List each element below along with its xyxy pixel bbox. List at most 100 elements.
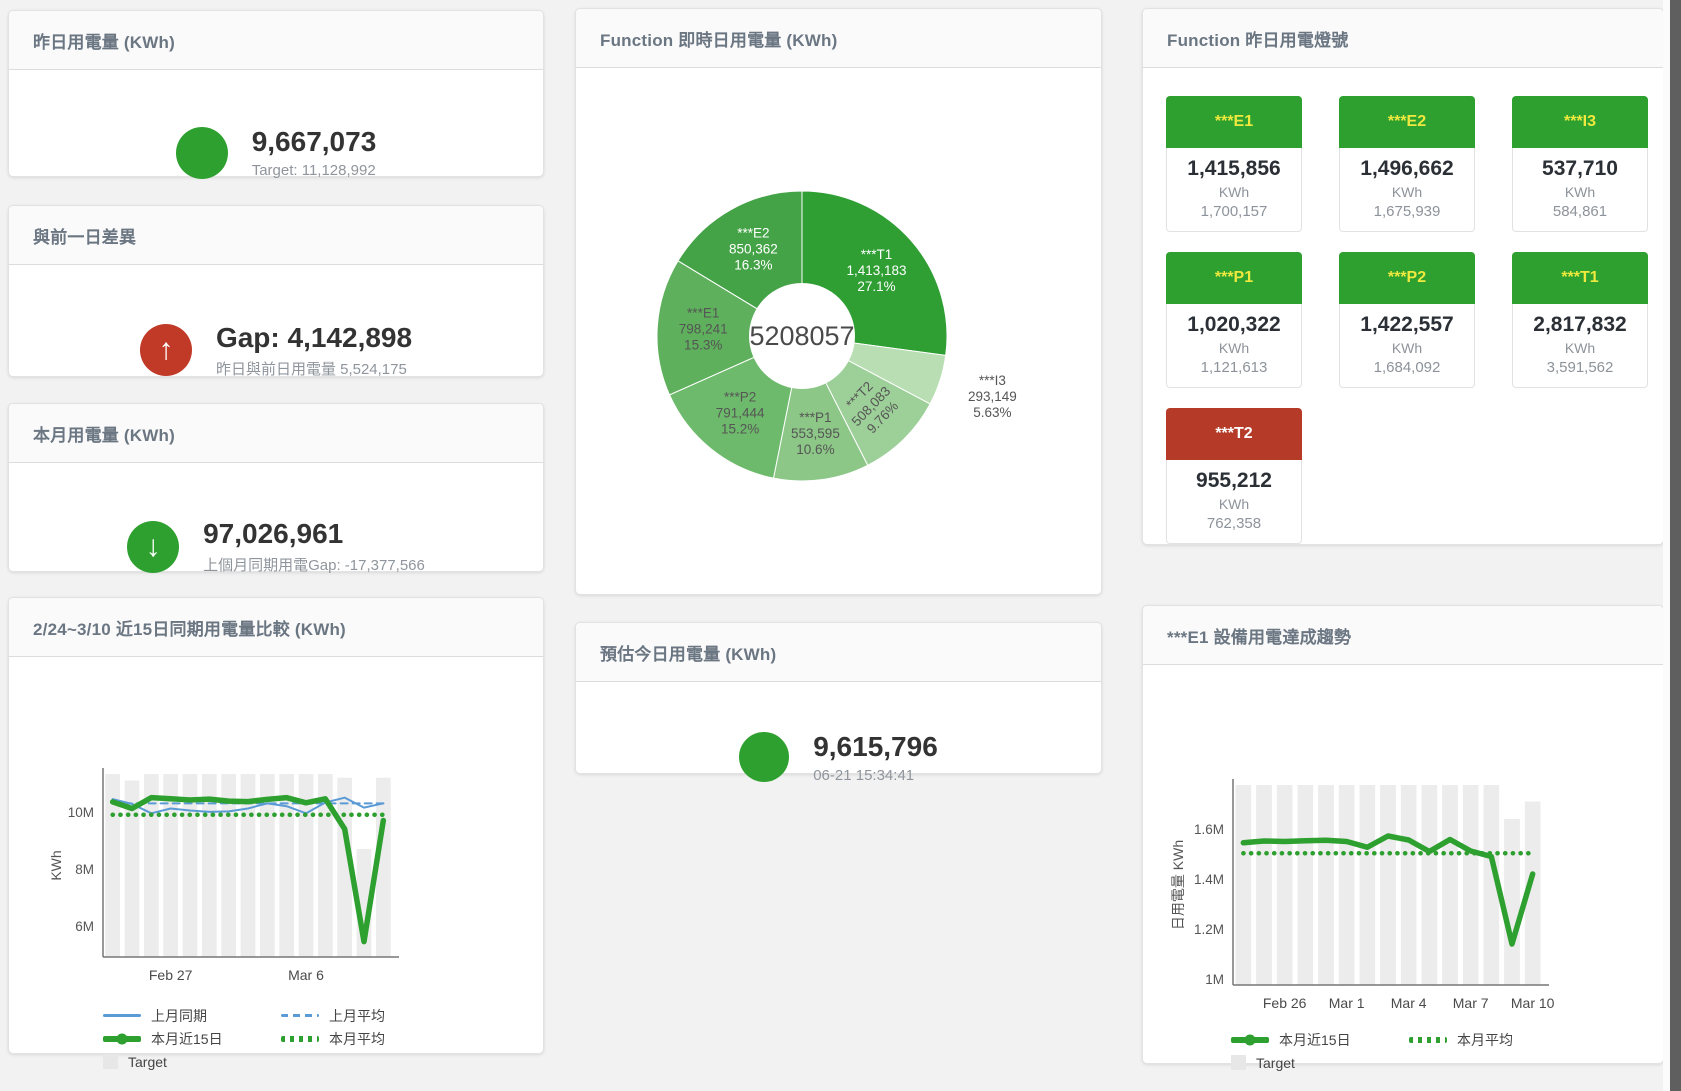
card-day-gap: 與前一日差異 ↑ Gap: 4,142,898 昨日與前日用電量 5,524,1…	[8, 205, 544, 378]
tile-unit: KWh	[1218, 340, 1250, 356]
target-bar	[279, 774, 295, 957]
svg-text:***E1: ***E1	[687, 306, 719, 321]
tile-value: 955,212	[1196, 469, 1272, 492]
target-bar	[105, 774, 121, 957]
card-status-lights: Function 昨日用電燈號 ***E1 1,415,856 KWh 1,700,1…	[1142, 8, 1664, 545]
target-bar	[1338, 785, 1355, 985]
y-axis-label: 日用電量 KWh	[1170, 840, 1186, 930]
svg-text:553,595: 553,595	[791, 426, 840, 441]
card-title: 與前一日差異	[33, 227, 137, 247]
realtime-donut-chart[interactable]: ***T1 1,413,183 27.1% ***I3 293,149 5.63% ***T…	[576, 68, 1101, 573]
card-title: Function 即時日用電量 (KWh)	[600, 30, 838, 50]
card-month-usage: 本月用電量 (KWh) ↓ 97,026,961 上個月同期用電Gap: -17…	[8, 403, 544, 574]
tile-label: ***T1	[1512, 252, 1648, 304]
svg-text:15.3%: 15.3%	[684, 338, 722, 353]
target-bar	[1235, 785, 1252, 985]
y-tick: 6M	[75, 919, 94, 934]
tile-value: 1,496,662	[1360, 157, 1454, 180]
compare-chart: 6M 8M 10M Feb 27 Mar 6 KWh	[48, 768, 399, 983]
status-circle-icon	[739, 732, 790, 782]
legend-item[interactable]: 本月平均	[1409, 1028, 1587, 1051]
kpi-body: ↓ 97,026,961 上個月同期用電Gap: -17,377,566	[9, 463, 543, 630]
tile-body: 1,415,856 KWh 1,700,157	[1166, 148, 1302, 232]
kpi-body: ↑ Gap: 4,142,898 昨日與前日用電量 5,524,175	[9, 265, 543, 435]
x-tick: Mar 1	[1329, 995, 1365, 1011]
card-today-estimate: 預估今日用電量 (KWh) 9,615,796 06-21 15:34:41	[575, 622, 1102, 784]
tile-value: 2,817,832	[1533, 313, 1627, 336]
legend-label: Target	[128, 1053, 167, 1070]
status-tile[interactable]: ***P2 1,422,557 KWh 1,684,092	[1339, 252, 1475, 388]
svg-text:***P2: ***P2	[724, 389, 756, 404]
target-bar	[1359, 785, 1376, 985]
card-e1-trend-chart: ***E1 設備用電達成趨勢 1M 1.2M 1.4M 1.6M Feb 26 Mar 1…	[1142, 605, 1664, 1071]
tile-body: 1,020,322 KWh 1,121,613	[1166, 304, 1302, 388]
donut-center-total: 5208057	[749, 321, 854, 351]
target-bar	[1462, 785, 1479, 985]
legend-label: 上月同期	[151, 1007, 207, 1024]
status-tile[interactable]: ***T2 955,212 KWh 762,358	[1166, 408, 1302, 544]
status-tile-grid: ***E1 1,415,856 KWh 1,700,157 ***E2 1,496,662…	[1166, 96, 1663, 544]
tile-unit: KWh	[1564, 340, 1596, 356]
tile-unit: KWh	[1218, 184, 1250, 200]
tiles-body: ***E1 1,415,856 KWh 1,700,157 ***E2 1,496,662…	[1143, 96, 1663, 572]
series-line	[111, 796, 385, 815]
status-tile[interactable]: ***E2 1,496,662 KWh 1,675,939	[1339, 96, 1475, 232]
card-yesterday-usage: 昨日用電量 (KWh) 9,667,073 Target: 11,128,992	[8, 10, 544, 179]
kpi-subtitle: Target: 11,128,992	[251, 162, 376, 179]
card-title: 預估今日用電量 (KWh)	[600, 644, 777, 664]
card-header: Function 昨日用電燈號	[1143, 9, 1663, 68]
donut-slice[interactable]	[656, 260, 804, 396]
svg-text:15.2%: 15.2%	[721, 421, 759, 436]
legend-item[interactable]: 本月平均	[281, 1027, 459, 1050]
status-tile[interactable]: ***E1 1,415,856 KWh 1,700,157	[1166, 96, 1302, 232]
y-axis-label: KWh	[48, 850, 64, 880]
scrollbar-track[interactable]	[1663, 0, 1681, 1091]
compare-chart[interactable]: 6M 8M 10M Feb 27 Mar 6 KWh	[9, 657, 543, 998]
kpi-body: 9,615,796 06-21 15:34:41	[576, 682, 1101, 832]
legend-item[interactable]: Target	[103, 1050, 281, 1073]
y-tick: 1.6M	[1194, 822, 1224, 837]
status-circle-icon	[175, 126, 228, 179]
target-bar	[182, 774, 198, 957]
chart-body: 6M 8M 10M Feb 27 Mar 6 KWh 上月同期 上月平均本月近15日 本月平均…	[9, 657, 543, 1070]
legend-label: 本月平均	[329, 1030, 385, 1047]
target-bar	[1442, 785, 1458, 985]
target-bar	[201, 774, 217, 957]
legend-item[interactable]: 本月近15日	[103, 1027, 281, 1050]
compare-legend: 上月同期 上月平均本月近15日 本月平均 Target	[103, 1004, 493, 1073]
svg-text:850,362: 850,362	[729, 242, 778, 257]
x-tick: Mar 10	[1511, 995, 1555, 1011]
status-tile[interactable]: ***P1 1,020,322 KWh 1,121,613	[1166, 252, 1302, 388]
svg-text:16.3%: 16.3%	[734, 258, 772, 273]
legend-label: 本月近15日	[151, 1030, 223, 1047]
svg-text:791,444: 791,444	[716, 405, 765, 420]
target-bar	[1297, 785, 1314, 985]
target-bar	[1524, 801, 1541, 985]
legend-item[interactable]: 本月近15日	[1231, 1028, 1409, 1051]
tile-target-value: 584,861	[1552, 203, 1608, 220]
scrollbar-thumb[interactable]	[1670, 0, 1681, 1091]
e1-trend-chart[interactable]: 1M 1.2M 1.4M 1.6M Feb 26 Mar 1 Mar 4 Mar 7 Mar 1…	[1143, 665, 1663, 1022]
card-header: Function 即時日用電量 (KWh)	[576, 9, 1101, 68]
target-bar	[124, 780, 140, 957]
legend-square-icon	[103, 1054, 118, 1069]
legend-item[interactable]: 上月同期	[103, 1004, 281, 1027]
card-title: 2/24~3/10 近15日同期用電量比較 (KWh)	[33, 619, 346, 639]
tile-target-value: 1,121,613	[1200, 359, 1268, 376]
target-bar	[1421, 785, 1438, 985]
tile-label: ***P2	[1339, 252, 1475, 304]
legend-item[interactable]: 上月平均	[281, 1004, 459, 1027]
tile-target-value: 1,700,157	[1200, 203, 1268, 220]
target-bar	[1380, 785, 1396, 985]
status-tile[interactable]: ***T1 2,817,832 KWh 3,591,562	[1512, 252, 1648, 388]
target-bar	[317, 774, 333, 957]
status-tile[interactable]: ***I3 537,710 KWh 584,861	[1512, 96, 1648, 232]
card-title: 昨日用電量 (KWh)	[33, 32, 175, 52]
y-tick: 1.4M	[1194, 872, 1224, 887]
target-bar	[143, 774, 159, 957]
legend-item[interactable]: Target	[1231, 1051, 1409, 1074]
